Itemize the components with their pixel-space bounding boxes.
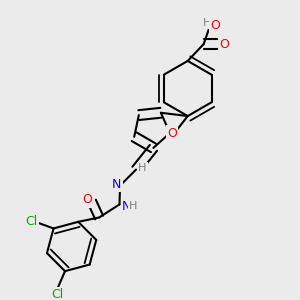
Text: N: N — [122, 200, 131, 213]
Text: H: H — [203, 18, 211, 28]
Text: Cl: Cl — [25, 215, 37, 228]
Text: O: O — [82, 193, 92, 206]
Text: O: O — [219, 38, 229, 51]
Text: O: O — [210, 19, 220, 32]
Text: O: O — [167, 127, 177, 140]
Text: N: N — [112, 178, 121, 191]
Text: Cl: Cl — [52, 288, 64, 300]
Text: H: H — [138, 163, 147, 173]
Text: H: H — [129, 201, 138, 211]
